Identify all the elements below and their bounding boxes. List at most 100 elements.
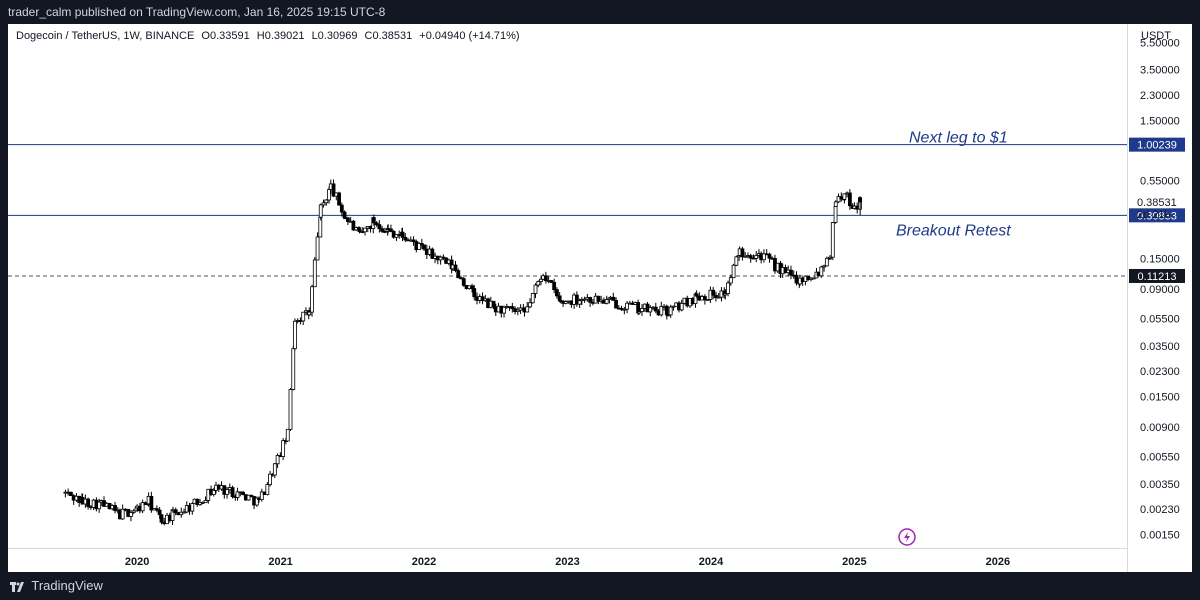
candle[interactable]: [577, 298, 582, 308]
candle[interactable]: [702, 294, 707, 305]
candle[interactable]: [351, 219, 356, 232]
candle[interactable]: [419, 238, 424, 249]
candle[interactable]: [182, 508, 186, 514]
candle[interactable]: [789, 265, 793, 280]
candle[interactable]: [582, 296, 587, 303]
candle[interactable]: [422, 244, 426, 251]
candle[interactable]: [828, 254, 832, 260]
candle[interactable]: [847, 189, 852, 210]
candle[interactable]: [430, 247, 435, 259]
candle[interactable]: [113, 501, 117, 514]
candle[interactable]: [86, 497, 91, 510]
candle[interactable]: [734, 255, 739, 267]
price-axis[interactable]: [1127, 24, 1192, 572]
candle[interactable]: [324, 199, 329, 206]
candle[interactable]: [173, 507, 178, 516]
candle[interactable]: [291, 345, 296, 391]
candle[interactable]: [858, 197, 863, 216]
candle[interactable]: [711, 286, 716, 300]
candle[interactable]: [259, 488, 264, 502]
candle[interactable]: [389, 224, 393, 233]
candle[interactable]: [470, 283, 474, 293]
candle[interactable]: [640, 304, 644, 316]
candle[interactable]: [461, 276, 466, 287]
candle[interactable]: [842, 193, 847, 204]
candle[interactable]: [472, 284, 477, 301]
candle[interactable]: [833, 204, 838, 224]
candle[interactable]: [530, 293, 535, 304]
candle[interactable]: [671, 305, 676, 311]
candle[interactable]: [456, 268, 461, 279]
candle[interactable]: [555, 287, 559, 299]
candle[interactable]: [411, 236, 416, 246]
candle[interactable]: [285, 428, 290, 442]
candle[interactable]: [705, 299, 710, 301]
candle[interactable]: [120, 504, 125, 521]
candle[interactable]: [268, 470, 272, 487]
candle[interactable]: [293, 318, 297, 351]
candle[interactable]: [307, 307, 312, 317]
candle[interactable]: [246, 494, 251, 501]
candle[interactable]: [339, 202, 344, 217]
candle[interactable]: [272, 462, 277, 479]
candle[interactable]: [179, 507, 184, 518]
candle[interactable]: [403, 233, 408, 243]
candle[interactable]: [453, 260, 458, 273]
candle[interactable]: [491, 300, 496, 310]
candle[interactable]: [315, 232, 320, 261]
candle[interactable]: [254, 496, 259, 507]
candle[interactable]: [241, 490, 245, 496]
candle[interactable]: [625, 300, 629, 314]
candle[interactable]: [337, 191, 341, 206]
candle[interactable]: [762, 249, 766, 263]
candle[interactable]: [331, 179, 336, 198]
candle[interactable]: [830, 221, 835, 261]
candle[interactable]: [321, 199, 326, 208]
candle[interactable]: [235, 487, 240, 501]
candle[interactable]: [301, 311, 306, 326]
candle[interactable]: [539, 276, 543, 286]
candle[interactable]: [794, 271, 799, 286]
candle[interactable]: [400, 227, 405, 242]
candle[interactable]: [249, 494, 254, 498]
time-axis[interactable]: [8, 548, 1127, 572]
candle[interactable]: [666, 313, 670, 317]
candle[interactable]: [596, 295, 601, 305]
candle[interactable]: [154, 505, 159, 513]
candle[interactable]: [515, 307, 520, 316]
candle[interactable]: [552, 278, 557, 294]
candle[interactable]: [502, 305, 506, 318]
candle[interactable]: [748, 253, 753, 263]
candle[interactable]: [714, 291, 718, 302]
candle[interactable]: [659, 301, 664, 317]
candle[interactable]: [679, 299, 684, 312]
candle[interactable]: [140, 499, 145, 514]
candle[interactable]: [374, 221, 379, 227]
lightning-event-icon[interactable]: [898, 528, 916, 546]
candle[interactable]: [288, 388, 293, 431]
candle[interactable]: [97, 498, 102, 513]
candle[interactable]: [822, 264, 826, 272]
candle[interactable]: [417, 242, 421, 251]
candle[interactable]: [622, 306, 627, 315]
candle[interactable]: [441, 254, 446, 261]
price-chart[interactable]: Next leg to $1 Breakout Retest: [8, 24, 1192, 572]
candle[interactable]: [438, 255, 443, 265]
candle[interactable]: [149, 491, 154, 513]
chart-frame[interactable]: Next leg to $1 Breakout Retest Dogecoin /…: [8, 24, 1192, 572]
candle[interactable]: [811, 277, 816, 280]
candle[interactable]: [510, 302, 515, 313]
candle[interactable]: [195, 498, 200, 507]
candle[interactable]: [767, 252, 772, 263]
candle[interactable]: [563, 300, 568, 305]
candle[interactable]: [648, 305, 653, 317]
candle[interactable]: [380, 225, 385, 233]
candle[interactable]: [543, 271, 548, 284]
candle[interactable]: [664, 304, 669, 320]
candle[interactable]: [312, 257, 317, 288]
candle[interactable]: [637, 307, 642, 315]
candle[interactable]: [574, 291, 579, 307]
candle[interactable]: [668, 304, 673, 318]
candle[interactable]: [740, 246, 745, 261]
candle[interactable]: [281, 438, 286, 461]
